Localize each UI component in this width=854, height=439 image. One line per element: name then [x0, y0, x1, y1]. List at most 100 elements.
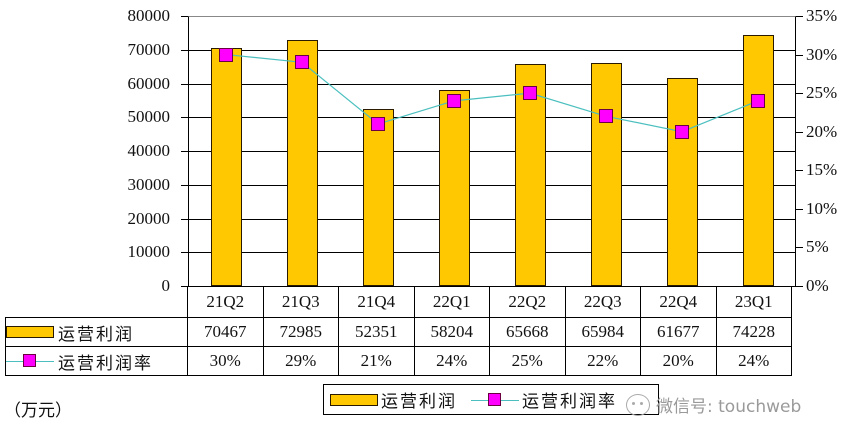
marker — [599, 109, 613, 124]
bar — [362, 109, 394, 286]
marker — [447, 93, 461, 108]
value-cell: 24% — [715, 346, 792, 376]
category-cell: 21Q4 — [338, 286, 415, 318]
legend-item-margin: 运营利润率 — [522, 392, 617, 412]
category-cell: 22Q3 — [564, 286, 641, 318]
category-cell: 21Q2 — [187, 286, 264, 318]
bar-swatch-icon — [6, 326, 54, 338]
right-tick-label: 0% — [806, 276, 829, 295]
value-cell: 22% — [564, 346, 641, 376]
tick-mark — [796, 93, 803, 95]
bar — [742, 35, 774, 286]
value-cell: 52351 — [338, 317, 415, 347]
right-tick-label: 10% — [806, 198, 838, 218]
right-tick-label: 20% — [806, 121, 838, 141]
row-label-cell: 运营利润率 — [5, 346, 188, 376]
bar — [590, 63, 622, 286]
tick-mark — [181, 218, 188, 220]
gridline — [188, 151, 796, 152]
value-cell: 29% — [262, 346, 339, 376]
gridline — [188, 117, 796, 119]
table-row: 运营利润率 30% 29% 21% 24% 25% 22% 20% 24% — [5, 346, 792, 376]
bar — [286, 39, 318, 286]
left-tick-label: 70000 — [127, 39, 171, 59]
value-cell: 61677 — [640, 317, 717, 347]
tick-mark — [181, 252, 188, 254]
left-tick-label: 80000 — [127, 6, 171, 25]
tick-mark — [796, 170, 803, 172]
value-cell: 65668 — [489, 317, 566, 347]
tick-mark — [796, 286, 803, 287]
table-header-row: 21Q2 21Q3 21Q4 22Q1 22Q2 22Q3 22Q4 23Q1 — [5, 286, 792, 318]
left-tick-label: 40000 — [127, 141, 171, 160]
legend-item-profit: 运营利润 — [381, 392, 457, 412]
bar — [666, 77, 698, 286]
left-tick-label: 50000 — [127, 107, 171, 127]
watermark-text: 微信号: touchweb — [656, 397, 802, 417]
table-corner — [5, 286, 188, 318]
data-table: 21Q2 21Q3 21Q4 22Q1 22Q2 22Q3 22Q4 23Q1 运营利润 70… — [5, 286, 792, 376]
value-cell: 30% — [187, 346, 264, 376]
bar — [514, 64, 546, 286]
marker — [219, 47, 233, 62]
tick-mark — [796, 131, 803, 133]
right-tick-label: 5% — [806, 237, 829, 257]
bar — [438, 89, 470, 286]
tick-mark — [181, 151, 188, 152]
left-tick-label: 10000 — [127, 242, 171, 262]
tick-mark — [796, 208, 803, 210]
right-tick-label: 15% — [806, 160, 838, 180]
category-cell: 21Q3 — [262, 286, 339, 318]
marker — [751, 93, 765, 108]
category-cell: 22Q4 — [640, 286, 717, 318]
tick-mark — [796, 54, 803, 56]
value-cell: 65984 — [564, 317, 641, 347]
gridline — [188, 83, 796, 85]
category-cell: 22Q1 — [413, 286, 490, 318]
row-label-cell: 运营利润 — [5, 317, 188, 347]
tick-mark — [181, 117, 188, 119]
unit-label: （万元） — [4, 401, 72, 421]
marker — [295, 55, 309, 70]
left-tick-label: 20000 — [127, 208, 171, 228]
left-tick-label: 0 — [161, 276, 171, 295]
value-cell: 25% — [489, 346, 566, 376]
tick-mark — [181, 184, 188, 186]
bar — [210, 48, 242, 286]
tick-mark — [181, 16, 188, 17]
row-label: 运营利润率 — [58, 353, 153, 374]
legend: 运营利润 运营利润率 — [323, 384, 659, 415]
row-label: 运营利润 — [58, 324, 134, 345]
right-tick-label: 35% — [806, 6, 838, 25]
wechat-icon — [626, 393, 650, 416]
gridline — [188, 184, 796, 186]
category-cell: 22Q2 — [489, 286, 566, 318]
right-tick-label: 25% — [806, 83, 838, 103]
marker — [675, 124, 689, 139]
legend-bar-swatch-icon — [330, 393, 378, 406]
gridline — [188, 218, 796, 220]
tick-mark — [181, 83, 188, 85]
watermark: 微信号: touchweb — [626, 392, 801, 417]
tick-mark — [796, 247, 803, 249]
value-cell: 72985 — [262, 317, 339, 347]
left-tick-label: 60000 — [127, 73, 171, 93]
gridline — [188, 252, 796, 254]
marker — [523, 86, 537, 101]
left-tick-label: 30000 — [127, 174, 171, 194]
tick-mark — [181, 49, 188, 51]
marker — [371, 117, 385, 131]
category-cell: 23Q1 — [715, 286, 792, 318]
tick-mark — [796, 16, 803, 17]
right-tick-label: 30% — [806, 44, 838, 64]
line-marker-swatch-icon — [6, 354, 54, 368]
value-cell: 20% — [640, 346, 717, 376]
value-cell: 70467 — [187, 317, 264, 347]
value-cell: 58204 — [413, 317, 490, 347]
value-cell: 21% — [338, 346, 415, 376]
value-cell: 24% — [413, 346, 490, 376]
value-cell: 74228 — [715, 317, 792, 347]
legend-line-swatch-icon — [471, 392, 519, 407]
gridline — [188, 49, 796, 51]
